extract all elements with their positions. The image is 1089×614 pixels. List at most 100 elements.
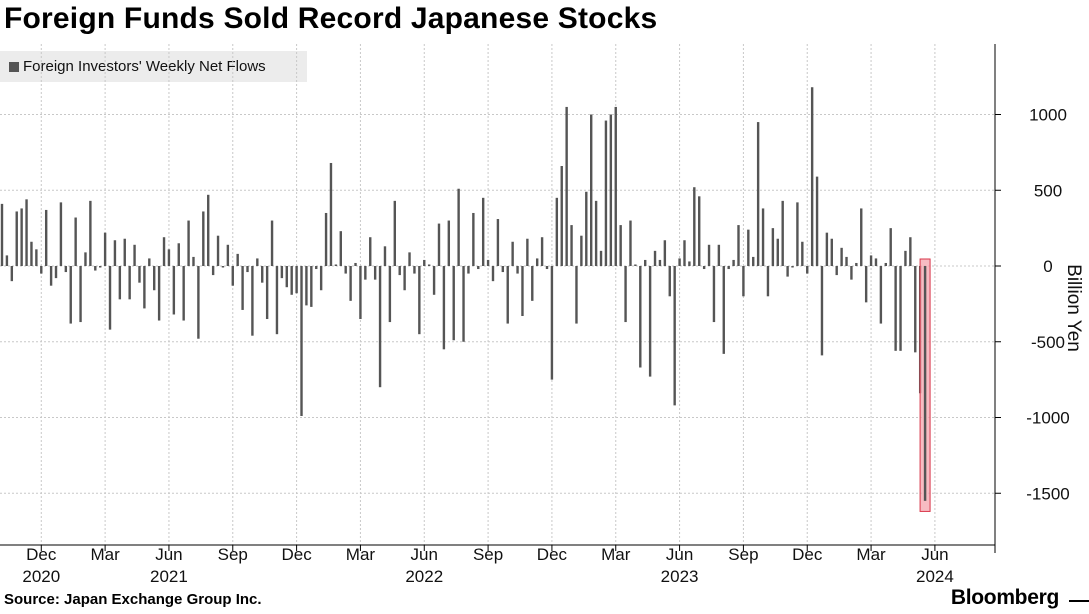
bar: [54, 266, 58, 279]
x-tick-year: 2024: [916, 567, 954, 586]
bar: [496, 219, 500, 266]
y-tick-label: -500: [1031, 333, 1065, 352]
bar: [766, 266, 770, 297]
bar: [555, 197, 559, 266]
bar: [904, 250, 907, 266]
bar: [791, 266, 794, 268]
bar: [506, 266, 509, 324]
bar: [364, 266, 367, 280]
bar: [472, 212, 475, 266]
bar: [69, 266, 72, 324]
bar: [270, 220, 274, 266]
y-tick-label: -1000: [1026, 409, 1069, 428]
source-note: Source: Japan Exchange Group Inc.: [4, 591, 262, 608]
bar: [290, 266, 293, 295]
bar: [801, 241, 804, 266]
bar: [491, 266, 495, 282]
bar: [756, 122, 760, 266]
bar: [25, 199, 28, 266]
x-tick-month: Mar: [601, 545, 631, 564]
bar: [339, 231, 342, 266]
bar: [550, 266, 554, 380]
x-tick-year: 2023: [661, 567, 699, 586]
bar: [771, 228, 775, 267]
bar: [172, 266, 176, 315]
bar: [118, 266, 122, 300]
bar: [531, 266, 534, 301]
x-tick-month: Mar: [856, 545, 886, 564]
bar: [560, 166, 563, 266]
bar: [683, 240, 686, 266]
legend: Foreign Investors' Weekly Net Flows: [0, 51, 307, 82]
bar: [418, 266, 421, 335]
bar: [202, 211, 205, 266]
bar: [786, 266, 789, 277]
bar: [452, 266, 455, 341]
bar: [894, 266, 897, 351]
bar: [300, 266, 303, 416]
bar: [413, 266, 416, 274]
bar: [810, 87, 814, 266]
bar: [914, 266, 917, 353]
bar: [94, 266, 97, 271]
chart-title: Foreign Funds Sold Record Japanese Stock…: [4, 2, 658, 35]
bar: [796, 202, 799, 266]
bar: [157, 266, 161, 321]
bar: [467, 266, 470, 274]
bar: [211, 266, 215, 276]
bar: [668, 266, 671, 297]
x-tick-month: Dec: [26, 545, 57, 564]
bar: [599, 250, 603, 266]
bar: [702, 266, 706, 270]
bar: [40, 266, 43, 274]
bar: [590, 114, 593, 266]
bar: [521, 266, 524, 316]
bar: [236, 253, 239, 266]
bar: [103, 232, 107, 266]
bar: [761, 208, 765, 266]
bar: [216, 235, 220, 266]
bar: [305, 266, 308, 306]
bar: [447, 220, 451, 266]
bar: [545, 266, 549, 270]
x-tick-month: Mar: [90, 545, 120, 564]
bar: [256, 258, 259, 266]
bar: [403, 266, 406, 291]
bar: [585, 191, 588, 266]
bar: [619, 225, 622, 266]
bar: [30, 241, 33, 266]
bar: [49, 266, 53, 286]
bar: [344, 266, 347, 274]
bar: [20, 208, 23, 266]
bar: [369, 237, 372, 266]
bar: [820, 266, 824, 356]
bar: [10, 266, 14, 282]
bar: [15, 211, 18, 266]
bar: [319, 266, 323, 291]
bar: [437, 223, 441, 266]
legend-label: Foreign Investors' Weekly Net Flows: [23, 58, 266, 75]
bar: [143, 266, 146, 309]
x-tick-month: Jun: [411, 545, 438, 564]
bar: [526, 238, 529, 266]
bar: [408, 252, 411, 266]
bar: [275, 266, 279, 335]
bar: [231, 266, 234, 286]
bar: [261, 266, 264, 283]
bar: [535, 258, 539, 266]
x-tick-month: Jun: [921, 545, 948, 564]
brand-logo: Bloomberg: [950, 586, 1059, 609]
bar: [580, 235, 583, 266]
bar: [74, 217, 77, 266]
x-tick-month: Sep: [728, 545, 758, 564]
bar: [860, 208, 863, 266]
bar: [752, 256, 755, 266]
bar: [383, 246, 387, 266]
bar: [629, 220, 632, 266]
bar: [108, 266, 112, 330]
bar: [35, 249, 38, 266]
y-axis-label: Billion Yen: [1063, 264, 1084, 352]
bar: [845, 256, 848, 266]
bar: [732, 259, 735, 266]
